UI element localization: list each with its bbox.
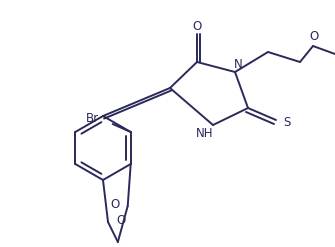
Text: O: O xyxy=(116,213,125,226)
Text: NH: NH xyxy=(196,126,214,140)
Text: S: S xyxy=(283,116,290,128)
Text: O: O xyxy=(310,30,319,43)
Text: Br: Br xyxy=(85,111,99,124)
Text: O: O xyxy=(111,198,120,210)
Text: O: O xyxy=(192,21,202,34)
Text: N: N xyxy=(233,58,243,70)
